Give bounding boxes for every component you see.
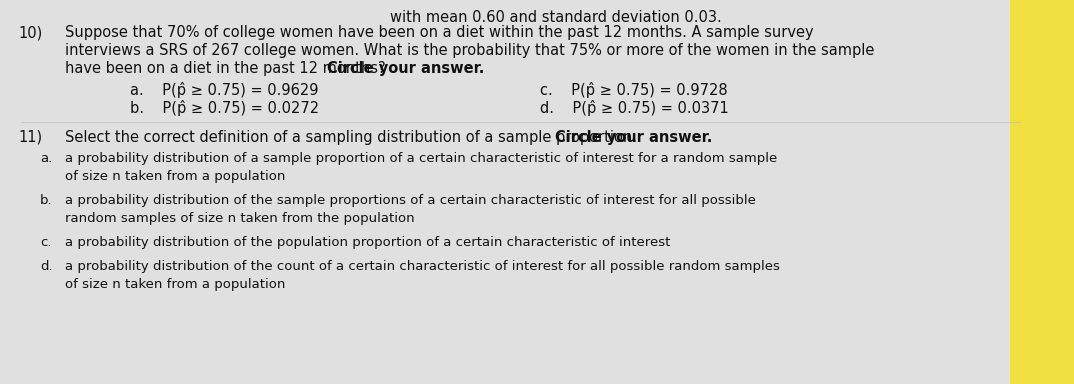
- Text: Circle your answer.: Circle your answer.: [328, 61, 484, 76]
- Text: 11): 11): [18, 130, 42, 145]
- Text: interviews a SRS of 267 college women. What is the probability that 75% or more : interviews a SRS of 267 college women. W…: [66, 43, 874, 58]
- Text: d.: d.: [40, 260, 53, 273]
- Text: Circle your answer.: Circle your answer.: [555, 130, 712, 145]
- Text: with mean 0.60 and standard deviation 0.03.: with mean 0.60 and standard deviation 0.…: [390, 10, 722, 25]
- Text: c.    P(p̂ ≥ 0.75) = 0.9728: c. P(p̂ ≥ 0.75) = 0.9728: [540, 82, 727, 98]
- Text: of size n taken from a population: of size n taken from a population: [66, 278, 286, 291]
- Text: b.    P(p̂ ≥ 0.75) = 0.0272: b. P(p̂ ≥ 0.75) = 0.0272: [130, 100, 319, 116]
- Text: a probability distribution of a sample proportion of a certain characteristic of: a probability distribution of a sample p…: [66, 152, 778, 165]
- Text: random samples of size n taken from the population: random samples of size n taken from the …: [66, 212, 415, 225]
- Text: of size n taken from a population: of size n taken from a population: [66, 170, 286, 183]
- Text: Select the correct definition of a sampling distribution of a sample proportion.: Select the correct definition of a sampl…: [66, 130, 641, 145]
- Text: d.    P(p̂ ≥ 0.75) = 0.0371: d. P(p̂ ≥ 0.75) = 0.0371: [540, 100, 729, 116]
- Text: have been on a diet in the past 12 months?: have been on a diet in the past 12 month…: [66, 61, 390, 76]
- Text: b.: b.: [40, 194, 53, 207]
- Text: c.: c.: [40, 236, 52, 249]
- Text: 10): 10): [18, 25, 42, 40]
- Text: a probability distribution of the count of a certain characteristic of interest : a probability distribution of the count …: [66, 260, 780, 273]
- Bar: [1010, 0, 1074, 384]
- Text: a probability distribution of the population proportion of a certain characteris: a probability distribution of the popula…: [66, 236, 670, 249]
- Text: a.: a.: [40, 152, 53, 165]
- Text: Suppose that 70% of college women have been on a diet within the past 12 months.: Suppose that 70% of college women have b…: [66, 25, 814, 40]
- Text: a probability distribution of the sample proportions of a certain characteristic: a probability distribution of the sample…: [66, 194, 756, 207]
- Text: a.    P(p̂ ≥ 0.75) = 0.9629: a. P(p̂ ≥ 0.75) = 0.9629: [130, 82, 319, 98]
